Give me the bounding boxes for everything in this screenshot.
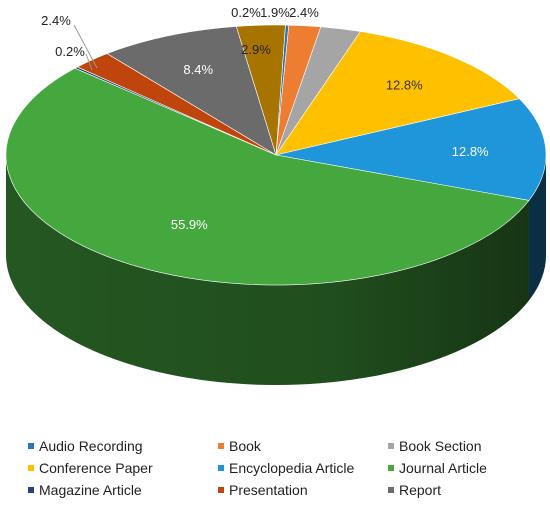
legend-label: Journal Article: [399, 460, 487, 476]
pie-slice-encyclopedia-article: [275, 98, 547, 201]
legend-label: Magazine Article: [39, 482, 142, 498]
pie-slice-report: [106, 26, 277, 156]
data-label-book-section: 2.4%: [289, 5, 319, 20]
legend-swatch: [218, 443, 224, 449]
data-label-presentation: 2.4%: [41, 13, 71, 28]
legend-swatch: [388, 443, 394, 449]
legend-swatch: [28, 443, 34, 449]
pie-slice-journal-article: [5, 67, 530, 286]
legend-label: Book Section: [399, 438, 482, 454]
legend-swatch: [28, 487, 34, 493]
data-label-encyclopedia-article: 12.8%: [452, 144, 489, 159]
legend-swatch: [388, 487, 394, 493]
leader-line-0: [73, 24, 98, 69]
legend-item-report: Report: [388, 482, 538, 498]
data-label-report: 8.4%: [183, 62, 213, 77]
legend-label: Conference Paper: [39, 460, 153, 476]
legend-label: Presentation: [229, 482, 308, 498]
legend-swatch: [388, 465, 394, 471]
legend-label: Book: [229, 438, 261, 454]
legend-label: Report: [399, 482, 442, 498]
data-label-magazine-article: 0.2%: [55, 44, 85, 59]
legend-swatch: [218, 465, 224, 471]
legend-item-audio-recording: Audio Recording: [28, 438, 218, 454]
pie-slice-unnamed: [235, 24, 286, 156]
legend-label: Encyclopedia Article: [229, 460, 355, 476]
leader-line-1: [85, 53, 93, 71]
data-label-conference-paper: 12.8%: [386, 78, 423, 93]
data-label-journal-article: 55.9%: [171, 217, 208, 232]
pie-wall-shading: [6, 155, 546, 385]
pie-chart: 0.2% 1.9% 2.4%12.8%12.8%55.9%0.2%2.4%8.4%2…: [5, 5, 547, 386]
legend-swatch: [28, 465, 34, 471]
legend-item-conference-paper: Conference Paper: [28, 460, 218, 476]
data-label-book: 1.9%: [260, 5, 290, 20]
legend-item-magazine-article: Magazine Article: [28, 482, 218, 498]
legend-item-book-section: Book Section: [388, 438, 538, 454]
legend-swatch: [218, 487, 224, 493]
legend-item-book: Book: [218, 438, 388, 454]
legend-item-presentation: Presentation: [218, 482, 388, 498]
legend: Audio Recording Book Book Section Conferenc…: [28, 438, 538, 498]
legend-label: Audio Recording: [39, 438, 143, 454]
data-label-audio-recording: 0.2%: [231, 5, 261, 20]
legend-item-encyclopedia-article: Encyclopedia Article: [218, 460, 388, 476]
pie-slice-conference-paper: [275, 31, 520, 156]
legend-item-journal-article: Journal Article: [388, 460, 538, 476]
data-label-unnamed: 2.9%: [241, 42, 271, 57]
